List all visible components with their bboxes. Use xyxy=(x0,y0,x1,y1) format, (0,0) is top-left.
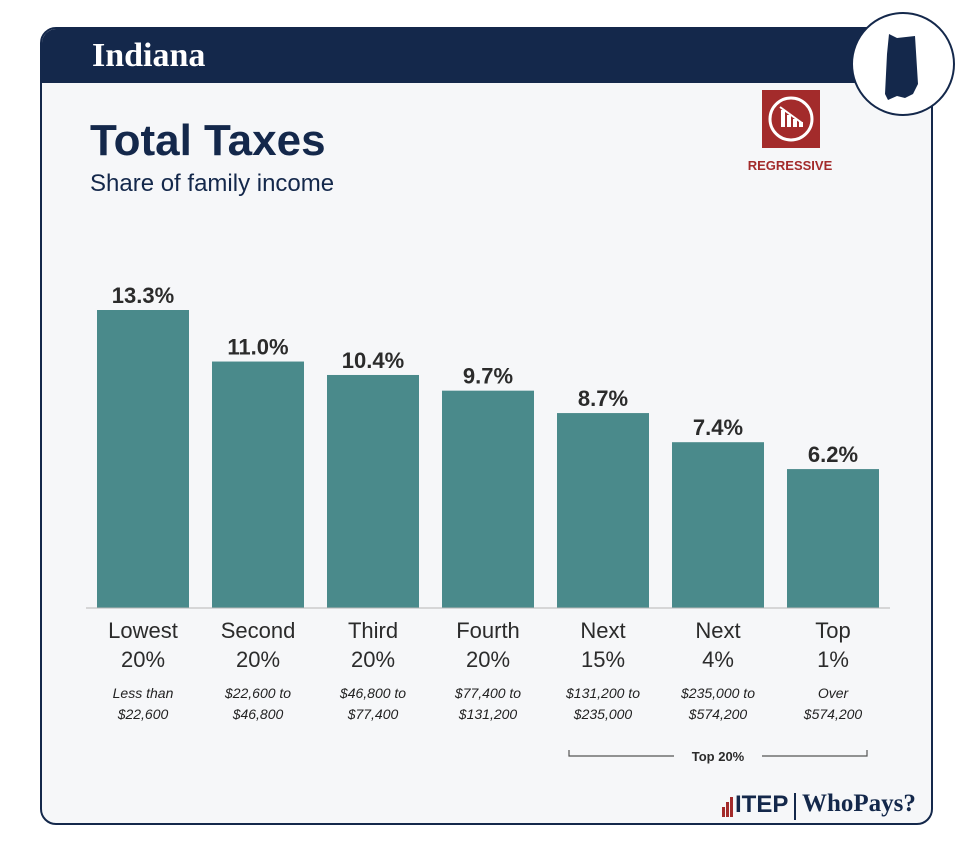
income-range-label: $46,800 xyxy=(232,706,284,722)
data-label: 10.4% xyxy=(342,348,404,373)
income-range-label: $574,200 xyxy=(803,706,863,722)
logo-itep: ITEP xyxy=(735,791,789,818)
income-range-label: $77,400 xyxy=(347,706,399,722)
bar xyxy=(557,413,649,608)
state-badge xyxy=(851,12,955,116)
data-label: 8.7% xyxy=(578,386,628,411)
income-range-label: $22,600 to xyxy=(224,685,291,701)
chart-subtitle: Share of family income xyxy=(90,170,335,197)
x-tick-label: 20% xyxy=(351,647,395,672)
bracket-label: Top 20% xyxy=(692,749,745,764)
income-range-label: $46,800 to xyxy=(339,685,406,701)
bar xyxy=(212,361,304,608)
x-tick-label: 20% xyxy=(121,647,165,672)
x-tick-label: Second xyxy=(221,618,296,643)
bracket-right xyxy=(762,750,868,757)
bar xyxy=(672,442,764,608)
x-tick-label: Next xyxy=(580,618,625,643)
income-range-label: $131,200 xyxy=(458,706,518,722)
income-range-label: $235,000 xyxy=(573,706,633,722)
data-label: 6.2% xyxy=(808,442,858,467)
income-range-label: Less than xyxy=(113,685,174,701)
x-tick-label: Lowest xyxy=(108,618,178,643)
income-range-label: Over xyxy=(818,685,850,701)
income-range-label: $131,200 to xyxy=(565,685,640,701)
income-range-label: $235,000 to xyxy=(680,685,755,701)
x-tick-label: 1% xyxy=(817,647,849,672)
data-label: 13.3% xyxy=(112,283,174,308)
bar xyxy=(97,310,189,608)
x-tick-label: 4% xyxy=(702,647,734,672)
x-tick-label: Top xyxy=(815,618,850,643)
logo-separator xyxy=(794,793,796,820)
x-tick-label: Third xyxy=(348,618,398,643)
chart-title: Total Taxes xyxy=(90,116,326,165)
indiana-map-icon xyxy=(885,34,918,100)
income-range-label: $77,400 to xyxy=(454,685,521,701)
x-tick-label: Fourth xyxy=(456,618,520,643)
income-range-label: $22,600 xyxy=(117,706,169,722)
income-range-label: $574,200 xyxy=(688,706,748,722)
regressive-chart-icon xyxy=(762,90,820,148)
x-tick-label: Next xyxy=(695,618,740,643)
bar xyxy=(787,469,879,608)
regressive-label: REGRESSIVE xyxy=(747,158,833,173)
bar xyxy=(327,374,419,608)
state-name: Indiana xyxy=(92,37,206,74)
bracket-left xyxy=(568,750,674,757)
logo-bars-icon xyxy=(722,797,733,817)
data-label: 9.7% xyxy=(463,364,513,389)
x-tick-label: 15% xyxy=(581,647,625,672)
x-tick-label: 20% xyxy=(236,647,280,672)
bar xyxy=(442,390,534,608)
itep-whopays-logo: ITEP WhoPays? xyxy=(722,790,927,823)
x-tick-label: 20% xyxy=(466,647,510,672)
data-label: 11.0% xyxy=(227,335,288,360)
logo-whopays: WhoPays? xyxy=(802,790,916,817)
header-bar xyxy=(42,29,931,83)
data-label: 7.4% xyxy=(693,415,743,440)
